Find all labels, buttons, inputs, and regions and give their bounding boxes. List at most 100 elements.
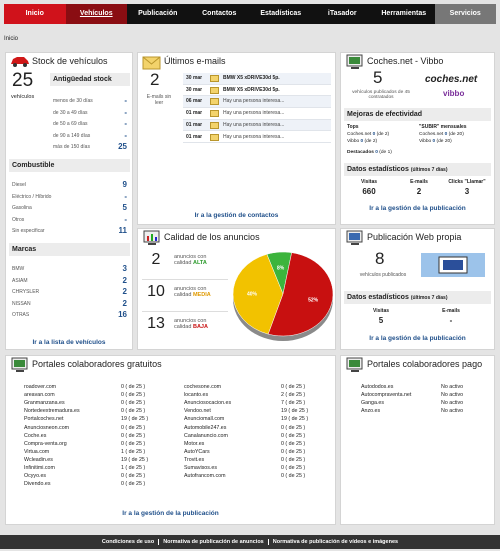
portal-count: 0 ( de 25 )	[281, 465, 306, 471]
link[interactable]: Ir a la lista de vehículos	[32, 339, 106, 346]
portal-name: Compra-venta.org	[24, 440, 67, 447]
portal-status: No activo	[441, 400, 464, 407]
portal-name: Portalcoches.net	[24, 416, 64, 423]
quality-level: ALTA	[192, 260, 207, 266]
link[interactable]: Ir a la gestión de la publicación	[369, 205, 466, 212]
section-heading: Marcas	[9, 243, 130, 256]
row-value: -	[124, 214, 127, 224]
stat-value: 660	[362, 187, 376, 196]
email-date: 30 mar	[186, 75, 203, 81]
portal-count: 0 ( de 25 )	[281, 448, 306, 455]
pie-slice	[267, 252, 334, 337]
portal-count: 0 ( de 25 )	[121, 392, 146, 399]
pie-slice	[232, 253, 284, 335]
section-heading: Antigüedad stock	[50, 73, 130, 86]
stat-value: -	[449, 316, 453, 325]
row-label: Sin especificar	[12, 228, 45, 234]
portal-count: 19 ( de 25 )	[121, 456, 149, 463]
email-row: 01 mar Hay una persona interesa...	[183, 119, 331, 132]
monitor-icon	[11, 357, 28, 372]
section-heading: Datos estadísticos (últimos 7 días)	[344, 163, 491, 176]
panel-title: Últimos e-mails	[164, 56, 226, 66]
stat-value: 5	[378, 316, 384, 325]
group-title: Tops	[347, 124, 359, 130]
portal-count: 0 ( de 25 )	[281, 432, 306, 439]
row-value: 16	[118, 310, 127, 319]
portal-name: locanto.es	[184, 392, 209, 399]
row-label: CHRYSLER	[12, 289, 40, 295]
link[interactable]: Ir a la gestión de contactos	[194, 212, 279, 219]
footer-link[interactable]: Condiciones de uso	[101, 539, 155, 545]
portal-count: 19 ( de 25 )	[281, 408, 309, 415]
quality-level: BAJA	[192, 324, 208, 330]
part: 0	[444, 132, 448, 137]
row-value: 2	[122, 298, 127, 308]
portal-count: 19 ( de 25 )	[281, 416, 309, 423]
portal-name: Divendo.es	[24, 481, 51, 488]
email-date: 01 mar	[186, 110, 203, 117]
quality-text: anuncios con calidad BAJA	[174, 318, 218, 330]
nav-item[interactable]: Inicio	[4, 4, 66, 24]
row-value: -	[124, 96, 127, 105]
row-label: menos de 30 días	[53, 98, 93, 104]
email-icon	[210, 133, 219, 141]
nav-item[interactable]: Contactos	[202, 10, 237, 17]
quality-count: 13	[147, 315, 165, 332]
part: 0	[432, 139, 436, 144]
nav-item[interactable]: Estadísticas	[260, 10, 302, 17]
panel-title: Portales colaboradores gratuitos	[32, 359, 162, 369]
stat-value: 3	[464, 187, 470, 196]
stats-period: (últimos 7 días)	[410, 295, 448, 301]
nav-item[interactable]: iTasador	[327, 10, 357, 17]
portal-count: 0 ( de 25 )	[281, 424, 306, 431]
mail-icon	[142, 56, 161, 70]
portal-count: 1 ( de 25 )	[121, 448, 146, 455]
row-value: 5	[122, 203, 127, 212]
pie-label: 40%	[247, 292, 258, 298]
email-subject: Hay una persona interesa...	[223, 121, 285, 128]
stat-label: E-mails	[410, 179, 428, 185]
email-subject: Hay una persona interesa...	[223, 133, 285, 140]
quality-text: anuncios con calidad ALTA	[174, 254, 218, 266]
part: 0	[372, 132, 376, 137]
portal-name: Automobile247.es	[184, 424, 227, 431]
part: Vibbo	[419, 139, 432, 144]
email-row: 30 mar BMW X5 xDRIVE30d 5p.	[183, 73, 331, 85]
row-label: Diesel	[12, 182, 26, 188]
pie-label: 52%	[308, 297, 319, 303]
link[interactable]: Ir a la gestión de la publicación	[369, 335, 466, 342]
quality-panel: Calidad de los anuncios 2 anuncios con ca…	[137, 228, 336, 350]
portal-name: Ganga.es	[361, 400, 384, 407]
nav-bar: Inicio Vehículos Publicación Contactos Estad…	[4, 4, 496, 24]
portal-count: 0 ( de 25 )	[121, 424, 146, 431]
monitor-icon	[346, 54, 363, 69]
part: (de 20)	[448, 132, 464, 137]
nav-item[interactable]: Publicación	[138, 10, 178, 17]
nav-item[interactable]: Servicios	[434, 4, 496, 24]
portal-status: No activo	[441, 392, 464, 399]
row-value: 11	[118, 226, 127, 235]
divider	[142, 311, 228, 312]
row-label: Gasolina	[12, 205, 32, 211]
portal-status: No activo	[441, 384, 464, 390]
email-icon	[210, 110, 219, 118]
footer-link[interactable]: Normativa de publicación de anuncios	[158, 539, 268, 545]
email-icon	[210, 75, 219, 82]
nav-item[interactable]: Vehículos	[65, 4, 127, 24]
part: 0	[375, 150, 378, 155]
monitor-icon	[346, 230, 363, 245]
free-portals-panel: Portales colaboradores gratuitos roadove…	[5, 355, 336, 525]
row-label: Otros	[12, 216, 25, 223]
stock-count-label: vehículos	[11, 94, 35, 100]
nav-item[interactable]: Herramientas	[381, 10, 427, 17]
portal-count: 0 ( de 25 )	[281, 384, 306, 390]
portal-name: Canalanuncio.com	[184, 432, 228, 439]
portal-name: Virtua.com	[24, 448, 50, 455]
link[interactable]: Ir a la gestión de la publicación	[122, 510, 219, 517]
part: Destacados	[347, 150, 374, 155]
group-row: Coches.net 0 (de 20)	[419, 132, 464, 137]
destacados: Destacados 0 (de 1)	[347, 150, 392, 155]
part: 0	[360, 139, 364, 144]
quality-desc: anuncios con calidad	[174, 254, 207, 266]
footer-link[interactable]: Normativa de publicación de vídeos e imá…	[267, 539, 402, 545]
